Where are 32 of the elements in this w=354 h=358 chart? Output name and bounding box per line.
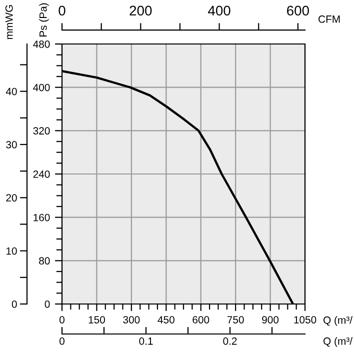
x-tick-label: 300 (123, 316, 140, 324)
x-tick-label: 600 (192, 316, 210, 324)
y-tick-label: 320 (33, 127, 50, 135)
x-tick-label: 1050 (294, 316, 316, 324)
x2-tick-label: 400 (208, 6, 230, 16)
text: Q (m³/ (323, 337, 353, 347)
y2-tick-label: 10 (6, 247, 17, 255)
y2-tick-label: 30 (6, 140, 17, 148)
x-tick-label: 750 (227, 316, 244, 324)
x-tick-label: 900 (262, 316, 279, 324)
y-tick-label: 80 (39, 257, 50, 265)
y-axis-title: Ps (Pa) (39, 3, 49, 37)
text: 0.1 (139, 337, 153, 345)
y2-axis-title: mmWG (5, 5, 13, 39)
x2-tick-label: 600 (287, 6, 309, 16)
y-tick-label: 160 (34, 214, 50, 222)
y-tick-label: 0 (44, 300, 50, 308)
y-tick-label: 400 (33, 84, 50, 92)
x-tick-label: 450 (158, 316, 174, 324)
y2-tick-label: 40 (6, 88, 17, 96)
y2-tick-label: 0 (12, 300, 17, 308)
y-tick-label: 480 (33, 40, 50, 48)
x2-axis-title: CFM (318, 15, 340, 23)
y2-tick-label: 20 (6, 194, 17, 202)
text: 0.2 (223, 337, 237, 345)
x2-tick-label: 200 (130, 6, 152, 16)
x-axis-title: Q (m³/ (323, 316, 353, 326)
x2-tick-label: 0 (58, 6, 66, 16)
x-tick-label: 0 (60, 316, 64, 324)
x-tick-label: 150 (88, 316, 105, 324)
text: 0 (60, 337, 64, 345)
y-tick-label: 240 (33, 170, 50, 178)
